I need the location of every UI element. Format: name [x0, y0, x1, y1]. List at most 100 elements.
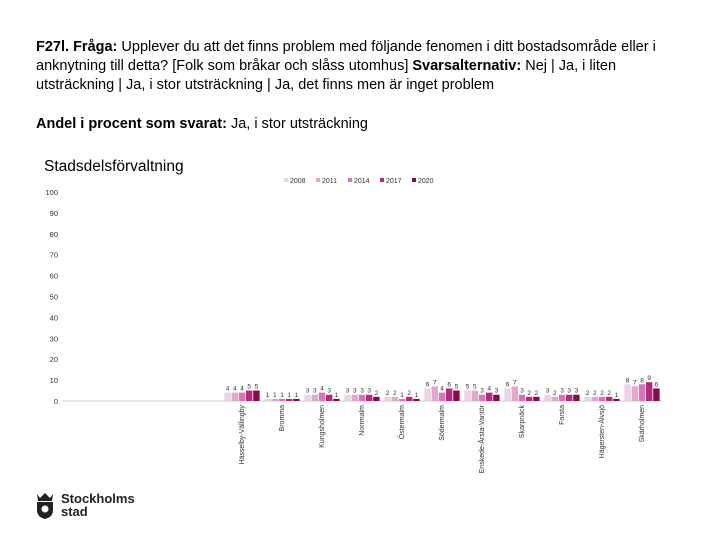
x-tick-label: Norrmalm [359, 405, 366, 436]
data-label: 6 [447, 381, 451, 388]
bar [231, 392, 238, 401]
bar [638, 384, 646, 401]
logo-line-2: stad [61, 504, 88, 519]
data-label: 3 [575, 388, 579, 395]
data-label: 3 [313, 388, 317, 395]
data-label: 8 [640, 377, 644, 384]
bar [478, 394, 486, 401]
data-label: 5 [473, 384, 477, 391]
page-subtitle: Andel i procent som svarat: Ja, i stor u… [36, 115, 696, 134]
bar [518, 394, 526, 401]
bar [344, 394, 351, 401]
bar [424, 388, 431, 401]
bar [558, 394, 566, 401]
legend-swatch [348, 178, 352, 182]
data-label: 9 [647, 375, 651, 382]
legend-label: 2011 [322, 178, 337, 185]
data-label: 1 [415, 392, 419, 399]
legend-swatch [412, 178, 416, 182]
data-label: 4 [440, 386, 444, 393]
subtitle-label: Andel i procent som svarat: [36, 116, 227, 132]
data-label: 7 [633, 379, 637, 386]
bar [253, 390, 260, 401]
y-tick-label: 10 [50, 376, 58, 385]
bar [504, 388, 511, 401]
bar [566, 394, 573, 401]
data-label: 2 [535, 390, 539, 397]
chart-title: Stadsdelsförvaltning [44, 158, 184, 175]
bar [358, 394, 366, 401]
data-label: 6 [506, 381, 510, 388]
bar [271, 398, 278, 401]
x-tick-label: Bromma [279, 405, 286, 432]
data-label: 4 [240, 386, 244, 393]
data-label: 1 [266, 392, 270, 399]
bar [606, 396, 613, 401]
bar [591, 396, 598, 401]
data-label: 5 [455, 384, 459, 391]
bar [471, 390, 478, 401]
bar [406, 396, 413, 401]
legend-label: 2020 [418, 178, 434, 185]
x-tick-label: Enskede-Årsta-Vantör [477, 404, 486, 473]
data-label: 3 [306, 388, 310, 395]
y-tick-label: 60 [50, 272, 58, 281]
bar [493, 394, 500, 401]
legend-swatch [316, 178, 320, 182]
bar [326, 394, 333, 401]
data-label: 2 [593, 390, 597, 397]
data-label: 7 [513, 379, 517, 386]
bar [631, 386, 638, 401]
data-label: 3 [546, 388, 550, 395]
x-tick-label: Östermalm [398, 405, 406, 439]
y-tick-label: 40 [50, 313, 58, 322]
x-tick-label: Kungsholmen [319, 405, 326, 448]
stockholm-logo: Stockholms stad [34, 490, 135, 520]
data-label: 2 [607, 390, 611, 397]
data-label: 7 [433, 379, 437, 386]
data-label: 3 [327, 388, 331, 395]
data-label: 1 [400, 392, 404, 399]
data-label: 2 [407, 390, 411, 397]
data-label: 1 [273, 392, 277, 399]
bar [453, 390, 460, 401]
title-alternatives-label: Svarsalternativ: [412, 58, 522, 74]
y-tick-label: 30 [50, 334, 58, 343]
data-label: 3 [360, 388, 364, 395]
y-tick-label: 70 [50, 251, 58, 260]
data-label: 8 [626, 377, 630, 384]
y-tick-label: 50 [50, 293, 58, 302]
data-label: 2 [527, 390, 531, 397]
bar [384, 396, 391, 401]
data-label: 1 [287, 392, 291, 399]
bar [264, 398, 271, 401]
bar [533, 396, 540, 401]
data-label: 3 [480, 388, 484, 395]
data-label: 3 [520, 388, 524, 395]
bar [573, 394, 580, 401]
bar [351, 394, 358, 401]
title-alternatives: Nej | Ja, i liten utsträckning | Ja, i s… [36, 58, 617, 93]
bar [613, 398, 620, 401]
bar [438, 392, 446, 401]
legend-label: 2014 [354, 178, 370, 185]
data-label: 1 [295, 392, 299, 399]
logo-line-1: Stockholms [61, 491, 135, 506]
data-label: 2 [553, 390, 557, 397]
data-label: 4 [320, 386, 324, 393]
bar [464, 390, 471, 401]
title-prefix: F27l. Fråga: [36, 39, 118, 55]
subtitle-value: Ja, i stor utsträckning [226, 116, 368, 132]
data-label: 4 [487, 386, 491, 393]
bar [318, 392, 326, 401]
x-tick-label: Hägersten-Älvsjö [598, 405, 606, 458]
bar [366, 394, 373, 401]
data-label: 6 [655, 381, 659, 388]
y-tick-label: 80 [50, 230, 58, 239]
bar [304, 394, 311, 401]
bar [413, 398, 420, 401]
bar [224, 392, 231, 401]
data-label: 2 [586, 390, 590, 397]
data-label: 3 [560, 388, 564, 395]
bar [431, 386, 438, 401]
